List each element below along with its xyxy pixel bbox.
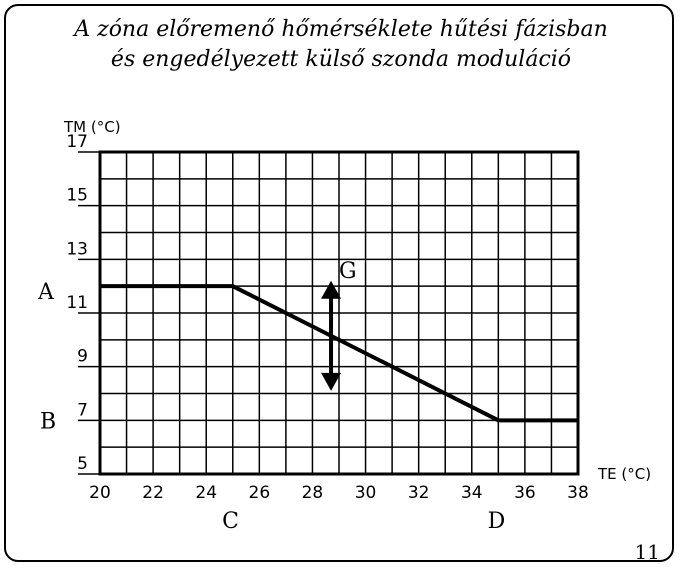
y-tick-label: 9	[77, 347, 88, 367]
double-arrow-icon	[321, 280, 342, 391]
x-tick-label: 36	[514, 483, 536, 503]
chart-grid	[100, 152, 578, 474]
arrow-head-up	[321, 280, 342, 299]
y-tick-label: 5	[77, 454, 88, 474]
y-tick-label: 15	[66, 186, 88, 206]
x-tick-label: 20	[89, 483, 111, 503]
x-axis-ticks: 20 22 24 26 28 30 32 34 36 38	[89, 483, 589, 503]
y-axis-label: TM (°C)	[63, 118, 121, 136]
x-tick-label: 28	[302, 483, 324, 503]
x-tick-label: 34	[461, 483, 483, 503]
series-line	[100, 284, 578, 423]
annotation-g: G	[339, 259, 357, 284]
annotation-b: B	[40, 409, 56, 434]
page-frame	[4, 4, 674, 562]
x-axis-label: TE (°C)	[597, 465, 651, 483]
y-tick-label: 17	[66, 132, 88, 152]
annotation-c: C	[222, 509, 239, 534]
x-tick-label: 38	[567, 483, 589, 503]
x-tick-label: 32	[408, 483, 430, 503]
page-number: 11	[634, 540, 660, 564]
y-tick-label: 7	[77, 400, 88, 420]
chart-title-line-2: és engedélyezett külső szonda moduláció	[110, 47, 572, 72]
x-tick-label: 30	[355, 483, 377, 503]
annotation-a: A	[37, 280, 55, 305]
x-tick-label: 26	[249, 483, 271, 503]
arrow-head-down	[321, 372, 342, 391]
y-axis-ticks: 5 7 9 11 13 15 17	[66, 132, 100, 475]
annotation-d: D	[488, 509, 506, 534]
x-tick-label: 22	[142, 483, 164, 503]
chart-title-line-1: A zóna előremenő hőmérséklete hűtési fáz…	[74, 17, 608, 42]
y-tick-label: 13	[66, 239, 88, 259]
x-tick-label: 24	[195, 483, 217, 503]
y-tick-label: 11	[66, 293, 88, 313]
